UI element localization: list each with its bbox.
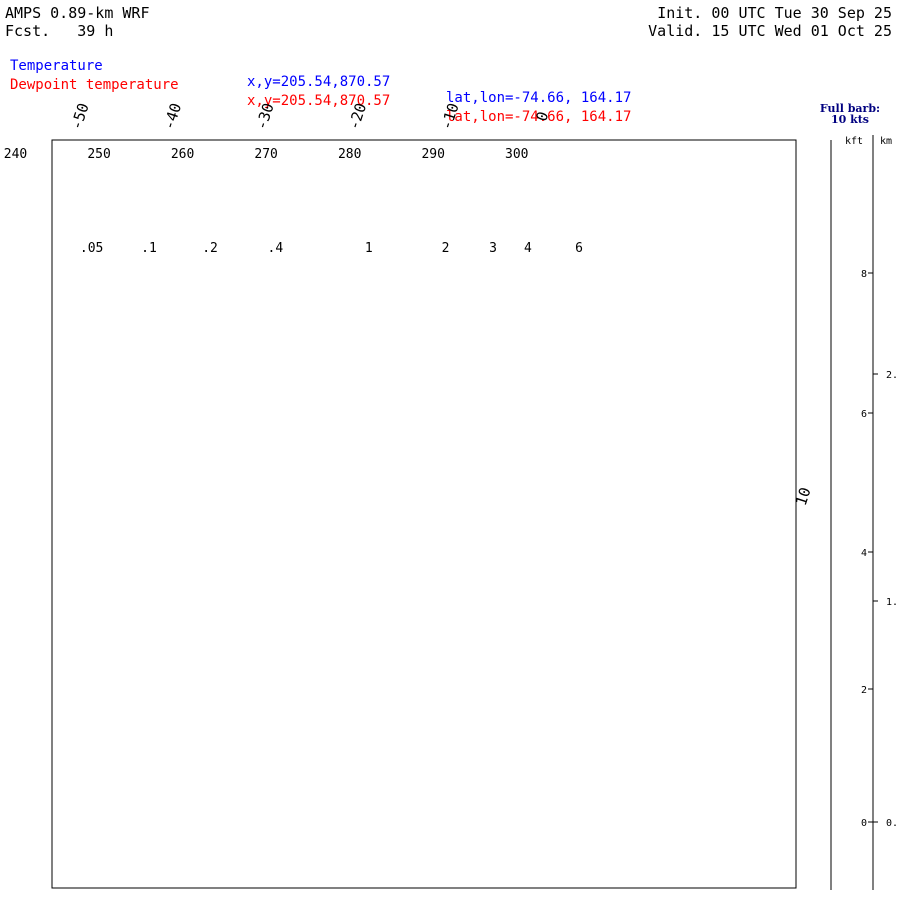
kft-tick-label: 2 (861, 685, 867, 696)
dry-adiabat-label: 240 (4, 147, 27, 162)
isotherm-label: -50 (67, 101, 92, 132)
dry-adiabat-label: 290 (421, 147, 444, 162)
mixing-ratio-line (0, 0, 537, 890)
valid-time: 15 UTC Wed 01 Oct 25 (711, 22, 892, 40)
km-axis-title: km (880, 136, 892, 147)
header-title: AMPS 0.89-km WRF (5, 4, 150, 22)
mixing-ratio-line (0, 0, 218, 890)
legend-dewpoint: Dewpoint temperature x,y=205.54,870.57 l… (10, 61, 631, 125)
isotherm-label: 10 (792, 485, 815, 508)
kft-axis-title: kft (845, 136, 863, 147)
mixing-ratio-label: .2 (202, 241, 218, 256)
legend-temperature-latlon: lat,lon=-74.66, 164.17 (446, 90, 632, 106)
isotherm-label: -20 (345, 101, 370, 132)
init-line: Init. 00 UTC Tue 30 Sep 25 (657, 4, 892, 22)
kft-tick-label: 4 (861, 548, 867, 559)
mixing-ratio-line (0, 0, 502, 890)
init-label: Init. (657, 4, 703, 22)
mixing-ratio-line (0, 0, 588, 890)
mixing-ratio-label: 2 (442, 241, 450, 256)
mixing-ratio-label: 3 (489, 241, 497, 256)
valid-label: Valid. (648, 22, 703, 40)
mixing-ratio-line (0, 0, 454, 890)
kft-tick-label: 8 (861, 269, 867, 280)
kft-tick-label: 0 (861, 818, 867, 829)
init-time: 00 UTC Tue 30 Sep 25 (711, 4, 892, 22)
dry-adiabat-label: 300 (505, 147, 528, 162)
mixing-ratio-label: 1 (365, 241, 373, 256)
legend-dewpoint-latlon: lat,lon=-74.66, 164.17 (446, 109, 632, 125)
km-tick-label: 2. (886, 370, 898, 381)
isotherm-label: -30 (252, 101, 277, 132)
legend-dewpoint-xy: x,y=205.54,870.57 (247, 93, 391, 109)
dry-adiabat-label: 280 (338, 147, 361, 162)
kft-tick-label: 6 (861, 409, 867, 420)
km-tick-label: 0. (886, 818, 898, 829)
mixing-ratio-line (0, 0, 157, 890)
mixing-ratio-line (0, 0, 377, 890)
barb-legend: Full barb: 10 kts (815, 103, 885, 125)
forecast-line: Fcst. 39 h (5, 22, 113, 40)
isotherm-label: -10 (437, 101, 462, 132)
mixing-ratio-line (0, 0, 100, 890)
forecast-label: Fcst. (5, 22, 51, 40)
dry-adiabat-label: 250 (87, 147, 110, 162)
forecast-hours: 39 h (77, 22, 114, 40)
isotherm-label: -40 (160, 101, 185, 132)
mixing-ratio-label: 4 (524, 241, 532, 256)
dry-adiabat-label: 260 (171, 147, 194, 162)
legend-temperature: Temperature x,y=205.54,870.57 lat,lon=-7… (10, 42, 631, 106)
legend-temperature-name: Temperature (10, 58, 103, 74)
mixing-ratio-label: .1 (141, 241, 157, 256)
plot-frame (51, 139, 797, 889)
isotherm-label: 0 (532, 109, 552, 123)
legend-dewpoint-name: Dewpoint temperature (10, 77, 179, 93)
legend-temperature-xy: x,y=205.54,870.57 (247, 74, 391, 90)
mixing-ratio-label: .05 (80, 241, 103, 256)
mixing-ratio-label: 6 (575, 241, 583, 256)
valid-line: Valid. 15 UTC Wed 01 Oct 25 (648, 22, 892, 40)
barb-legend-line2: 10 kts (830, 113, 870, 126)
mixing-ratio-label: .4 (268, 241, 284, 256)
dry-adiabat-label: 270 (254, 147, 277, 162)
km-tick-label: 1. (886, 597, 898, 608)
mixing-ratio-line (0, 0, 284, 890)
barb-legend-line1: Full barb: (819, 102, 881, 115)
